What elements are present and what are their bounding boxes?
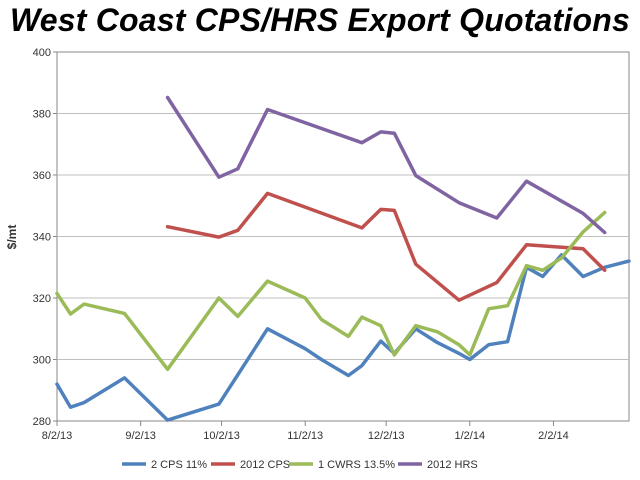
grid-lines xyxy=(57,113,629,360)
x-tick-label: 2/2/14 xyxy=(538,430,569,442)
y-axis-label: $/mt xyxy=(5,225,19,250)
x-tick-label: 8/2/13 xyxy=(42,430,73,442)
x-tick-label: 12/2/13 xyxy=(368,430,405,442)
y-tick-label: 280 xyxy=(33,416,51,428)
legend-label: 1 CWRS 13.5% xyxy=(318,459,395,471)
legend: 2 CPS 11% 2012 CPS 1 CWRS 13.5% 2012 HRS xyxy=(122,459,478,471)
x-tick-label: 9/2/13 xyxy=(125,430,156,442)
legend-label: 2012 CPS xyxy=(240,459,290,471)
series-line-2012-cps xyxy=(165,191,607,302)
series-line-1-cwrs-13-5 xyxy=(55,210,607,372)
x-tick-label: 11/2/13 xyxy=(287,430,323,442)
series-line-2012-hrs xyxy=(165,95,607,235)
series-lines xyxy=(55,95,631,422)
x-tick-label: 1/2/14 xyxy=(455,430,486,442)
y-tick-label: 400 xyxy=(33,47,51,59)
legend-label: 2012 HRS xyxy=(427,459,478,471)
y-tick-label: 300 xyxy=(33,355,51,367)
y-axis-ticks: 280 300 320 340 360 380 400 xyxy=(33,47,57,428)
chart-title: West Coast CPS/HRS Export Quotations xyxy=(9,2,630,38)
legend-label: 2 CPS 11% xyxy=(151,459,207,471)
x-axis-ticks: 8/2/13 9/2/13 10/2/13 11/2/13 12/2/13 1/2/14 2… xyxy=(42,421,569,442)
y-tick-label: 320 xyxy=(33,293,51,305)
y-tick-label: 380 xyxy=(33,109,51,121)
x-tick-label: 10/2/13 xyxy=(203,430,240,442)
y-tick-label: 340 xyxy=(33,232,51,244)
y-tick-label: 360 xyxy=(33,170,51,182)
